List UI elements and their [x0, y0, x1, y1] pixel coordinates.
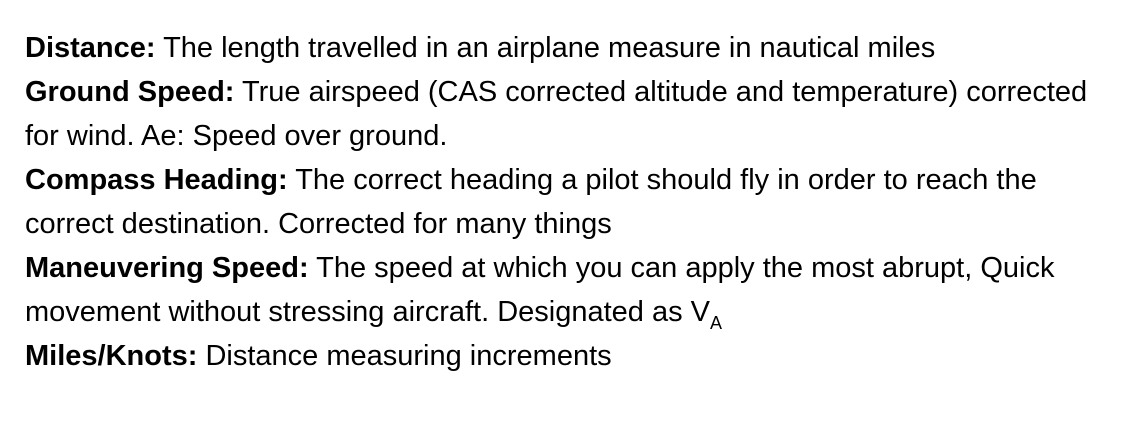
definitions-list: Distance: The length travelled in an air…	[25, 26, 1110, 378]
definition-text: The correct heading a pilot should fly i…	[25, 164, 1037, 240]
term-label: Compass Heading:	[25, 164, 288, 196]
definition-text: The length travelled in an airplane meas…	[155, 32, 936, 64]
definition-text: True airspeed (CAS corrected altitude an…	[25, 76, 1088, 152]
definition-text: Distance measuring increments	[197, 340, 612, 372]
definition-compass-heading: Compass Heading: The correct heading a p…	[25, 158, 1110, 246]
subscript-a: A	[710, 313, 723, 333]
definition-miles-knots: Miles/Knots: Distance measuring incremen…	[25, 334, 1110, 378]
term-label: Miles/Knots:	[25, 340, 198, 372]
definition-text: The speed at which you can apply the mos…	[25, 252, 1055, 328]
term-label: Distance:	[25, 32, 156, 64]
definition-ground-speed: Ground Speed: True airspeed (CAS correct…	[25, 70, 1110, 158]
definition-maneuvering-speed: Maneuvering Speed: The speed at which yo…	[25, 246, 1110, 334]
term-label: Ground Speed:	[25, 76, 235, 108]
definition-distance: Distance: The length travelled in an air…	[25, 26, 1110, 70]
term-label: Maneuvering Speed:	[25, 252, 309, 284]
